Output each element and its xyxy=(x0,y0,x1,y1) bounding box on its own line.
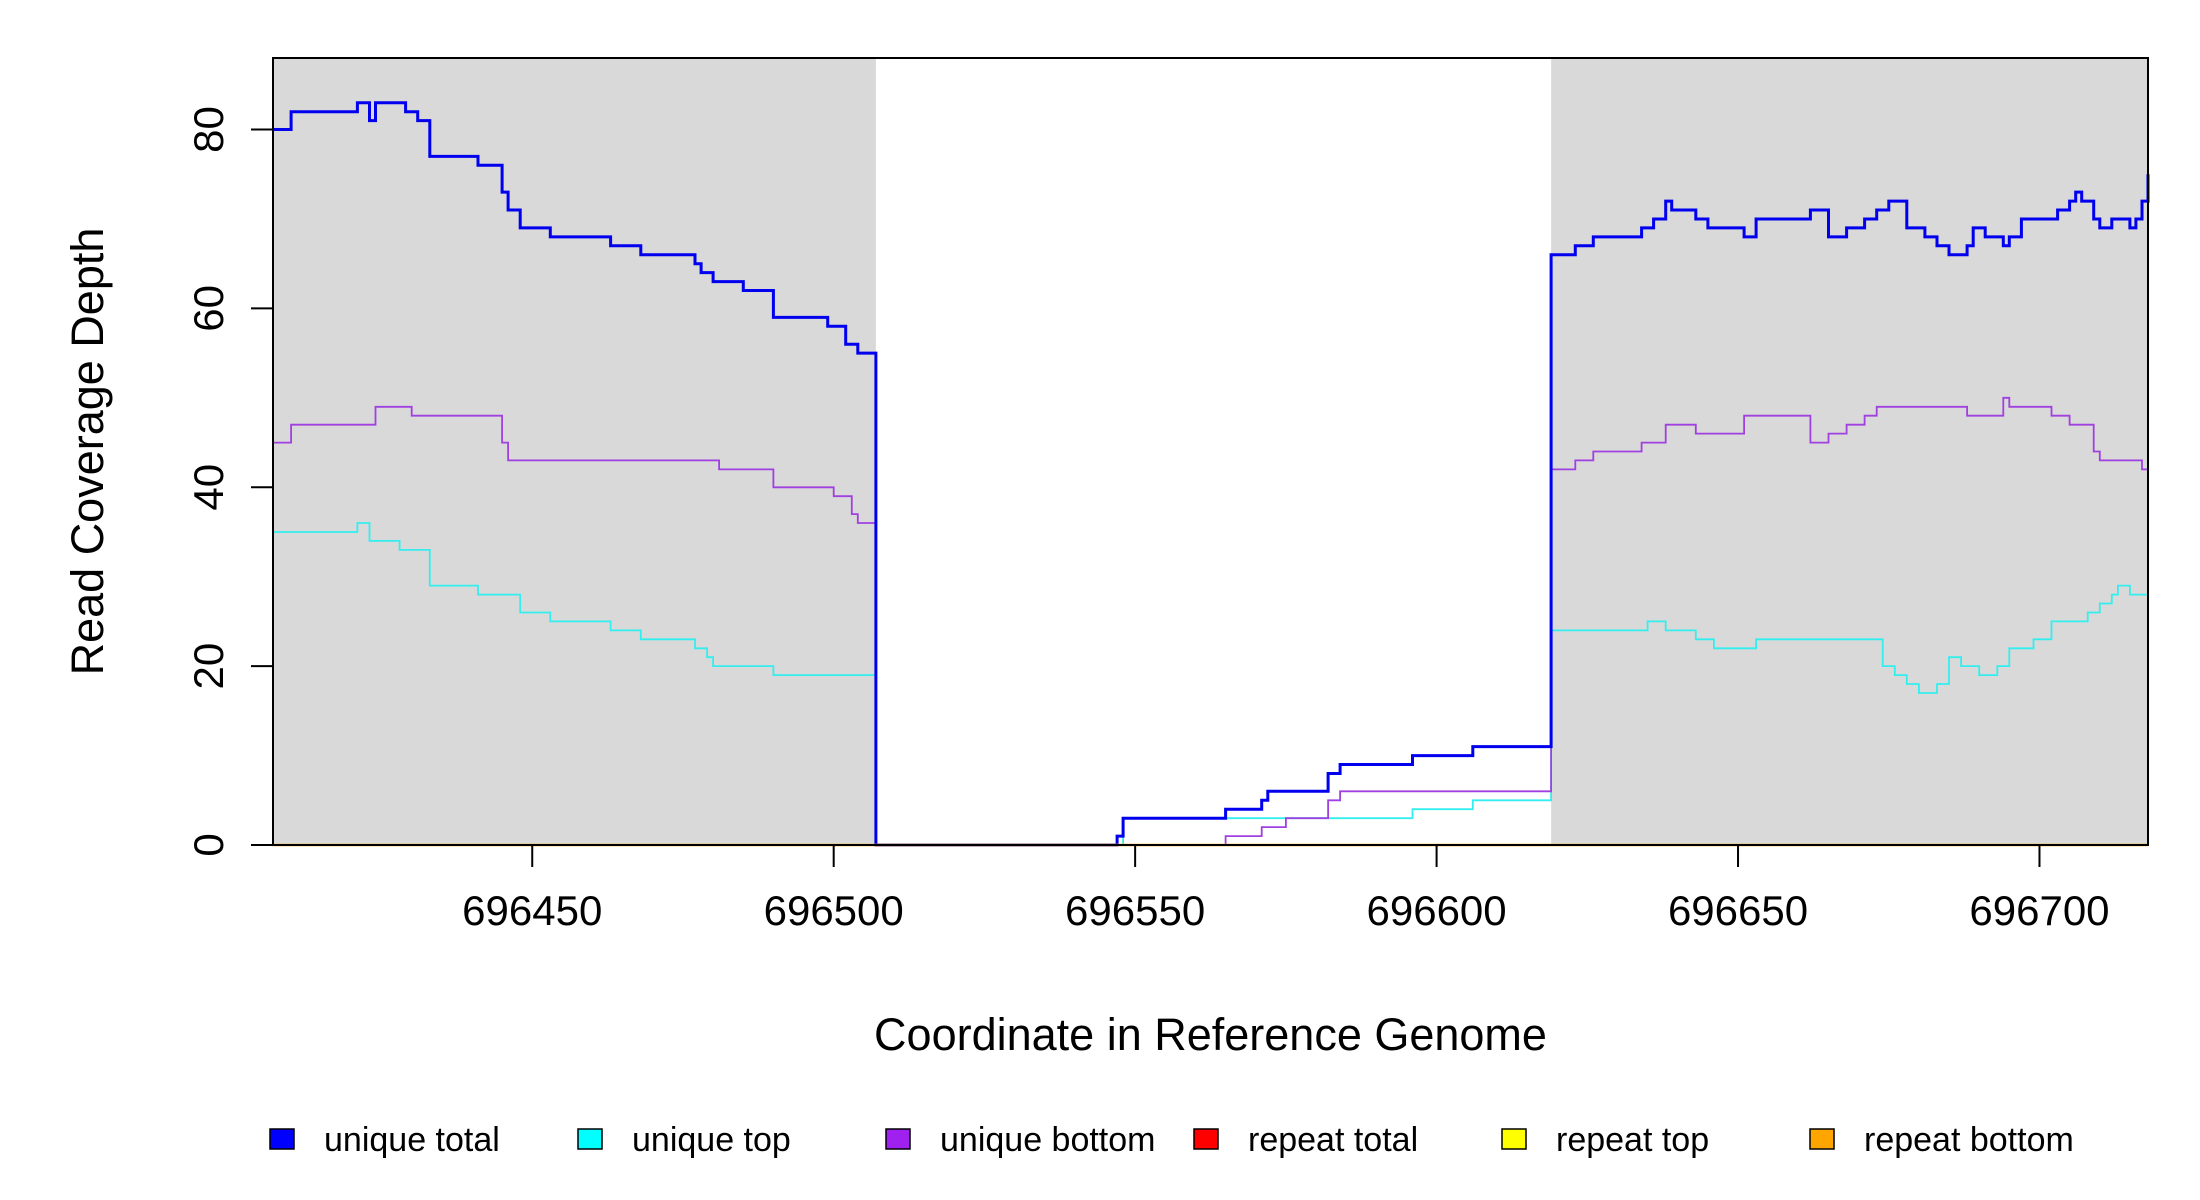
y-tick-label: 80 xyxy=(185,106,232,153)
y-tick-label: 40 xyxy=(185,464,232,511)
legend-swatch-repeat-bottom xyxy=(1809,1128,1835,1150)
x-tick-label: 696450 xyxy=(462,887,602,934)
legend-label-unique-total: unique total xyxy=(324,1121,500,1159)
legend-label-unique-bottom: unique bottom xyxy=(940,1121,1156,1159)
y-axis-title: Read Coverage Depth xyxy=(62,228,113,676)
legend-label-unique-top: unique top xyxy=(632,1121,791,1159)
x-tick-label: 696500 xyxy=(764,887,904,934)
legend: unique total unique top unique bottom repea… xyxy=(269,1121,2074,1159)
legend-swatch-repeat-total xyxy=(1193,1128,1219,1150)
x-tick-label: 696650 xyxy=(1668,887,1808,934)
x-axis: 696450 696500 696550 696600 696650 696700 xyxy=(462,845,2110,934)
y-axis: 0 20 40 60 80 xyxy=(185,106,274,857)
legend-swatch-repeat-top xyxy=(1501,1128,1527,1150)
series-unique-bottom xyxy=(273,396,2149,846)
legend-label-repeat-total: repeat total xyxy=(1248,1121,1418,1159)
x-axis-title: Coordinate in Reference Genome xyxy=(874,1009,1547,1060)
legend-swatch-unique-total xyxy=(269,1128,295,1150)
y-tick-label: 0 xyxy=(185,833,232,856)
shaded-regions xyxy=(273,58,2148,845)
series-unique-total xyxy=(273,101,2150,847)
series-unique-top xyxy=(273,522,2148,846)
legend-label-repeat-bottom: repeat bottom xyxy=(1864,1121,2074,1159)
y-tick-label: 20 xyxy=(185,643,232,690)
x-tick-label: 696550 xyxy=(1065,887,1205,934)
y-tick-label: 60 xyxy=(185,285,232,332)
legend-swatch-unique-bottom xyxy=(885,1128,911,1150)
legend-label-repeat-top: repeat top xyxy=(1556,1121,1709,1159)
shaded-region-0 xyxy=(273,58,876,845)
shaded-region-1 xyxy=(1551,58,2148,845)
x-tick-label: 696700 xyxy=(1969,887,2109,934)
legend-swatch-unique-top xyxy=(577,1128,603,1150)
x-tick-label: 696600 xyxy=(1367,887,1507,934)
